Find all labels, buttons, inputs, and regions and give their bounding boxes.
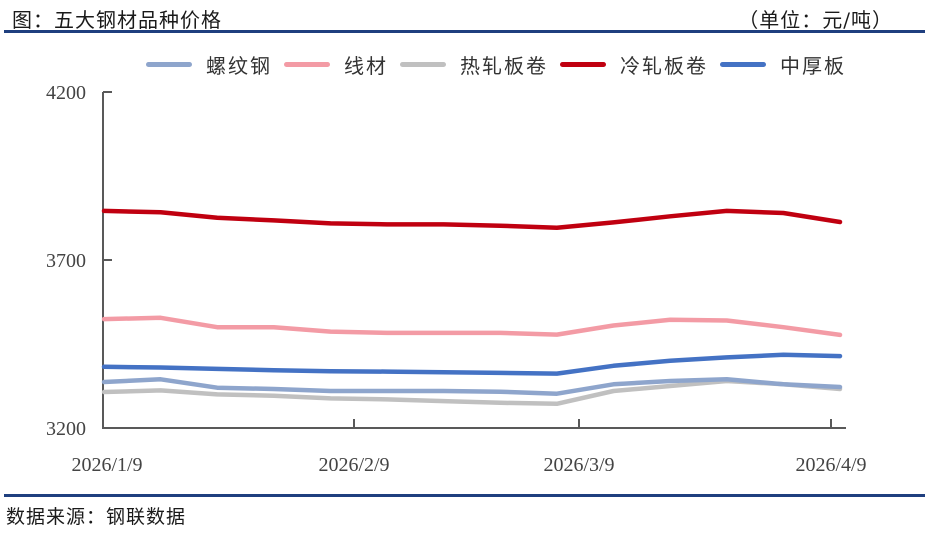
legend-swatch bbox=[720, 62, 766, 67]
legend-item-cold-rolled: 冷轧板卷 bbox=[560, 50, 708, 79]
unit-label: （单位：元/吨） bbox=[738, 8, 893, 32]
legend-label: 螺纹钢 bbox=[206, 54, 272, 78]
x-tick-label: 2026/3/9 bbox=[543, 454, 614, 476]
series-line-4 bbox=[101, 352, 843, 376]
legend-item-rebar: 螺纹钢 bbox=[146, 50, 272, 79]
axes bbox=[102, 91, 846, 429]
data-source: 数据来源：钢联数据 bbox=[6, 506, 187, 528]
legend-label: 线材 bbox=[344, 54, 388, 78]
x-tick-label: 2026/1/9 bbox=[71, 454, 142, 476]
x-tick-label: 2026/2/9 bbox=[318, 454, 389, 476]
legend-swatch bbox=[146, 62, 192, 67]
y-tick-label: 3700 bbox=[46, 250, 86, 272]
axis-labels: 3200 3700 4200 2026/1/9 2026/2/9 2026/3/9 2026… bbox=[46, 82, 867, 476]
legend: 螺纹钢 线材 热轧板卷 冷轧板卷 中厚板 bbox=[146, 50, 858, 79]
series-lines bbox=[101, 208, 843, 407]
legend-item-wire-rod: 线材 bbox=[284, 50, 388, 79]
y-tick-label: 4200 bbox=[46, 82, 86, 104]
series-line-1 bbox=[101, 315, 843, 338]
series-line-3 bbox=[101, 208, 843, 230]
top-divider bbox=[4, 30, 925, 33]
legend-label: 冷轧板卷 bbox=[620, 54, 708, 78]
legend-swatch bbox=[560, 62, 606, 67]
legend-item-medium-plate: 中厚板 bbox=[720, 50, 846, 79]
legend-swatch bbox=[400, 62, 446, 67]
chart-title: 图：五大钢材品种价格 bbox=[12, 8, 222, 32]
legend-label: 中厚板 bbox=[780, 54, 846, 78]
bottom-divider bbox=[4, 494, 925, 497]
series-line-0 bbox=[101, 377, 843, 396]
legend-swatch bbox=[284, 62, 330, 67]
y-tick-label: 3200 bbox=[46, 418, 86, 440]
legend-item-hot-rolled: 热轧板卷 bbox=[400, 50, 548, 79]
x-tick-label: 2026/4/9 bbox=[795, 454, 866, 476]
legend-label: 热轧板卷 bbox=[460, 54, 548, 78]
